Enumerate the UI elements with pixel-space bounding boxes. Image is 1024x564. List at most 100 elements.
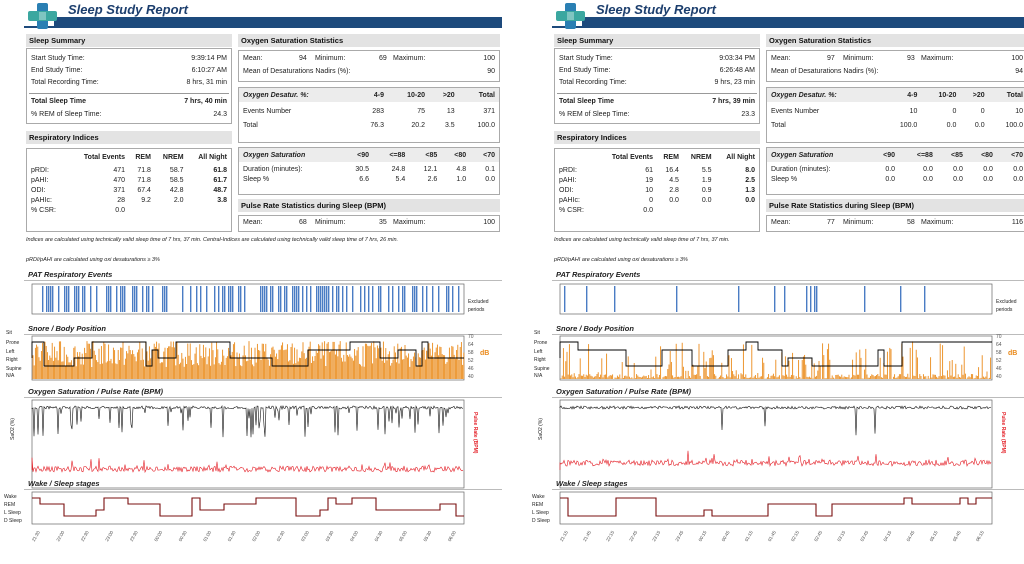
db-tick: 46: [468, 366, 474, 372]
pos-sit: Sit: [6, 330, 12, 336]
desaturation-box: Oxygen Desatur. %: 4-9 10-20 >20 Total E…: [766, 87, 1024, 143]
stage-deep: D Sleep: [4, 518, 22, 524]
pat-event-bar: [316, 286, 318, 312]
table-row: pRDI: 61 16.4 5.5 8.0: [557, 165, 757, 175]
cell: 71.8: [137, 166, 151, 174]
table-row: Sleep % 6.6 5.4 2.6 1.0 0.0: [241, 174, 497, 184]
saturation-box: Oxygen Saturation <90 <=88 <85 <80 <70 D…: [766, 147, 1024, 195]
oxygen-header: Oxygen Saturation Statistics: [766, 34, 1024, 47]
start-label: Start Study Time:: [559, 55, 613, 62]
pat-event-bar: [810, 286, 812, 312]
time-tick-label: 05:00: [398, 530, 408, 543]
pat-event-bar: [134, 286, 136, 312]
cell: 371: [483, 107, 495, 115]
recording-value: 8 hrs, 31 min: [186, 79, 227, 86]
min-label: Minimum:: [843, 55, 874, 62]
pat-event-bar: [132, 286, 134, 312]
pat-event-bar: [332, 286, 334, 312]
col-header: <85: [425, 151, 438, 159]
cell: 470: [113, 176, 126, 184]
pat-event-bar: [218, 286, 220, 312]
spo2-axis-label: SaO2 (%): [538, 418, 544, 440]
time-tick-label: 04:30: [373, 530, 383, 543]
sleep-summary-header: Sleep Summary: [554, 34, 760, 47]
pat-events-chart: [559, 283, 993, 315]
section-rule: [24, 334, 502, 335]
table-row: ODI: 371 67.4 42.8 48.7: [29, 185, 229, 195]
oxygen-pulse-chart: [31, 399, 465, 489]
resp-row-label: pAHI:: [559, 176, 577, 184]
time-tick-label: 01:00: [202, 530, 212, 543]
pulse-min-label: Minimum:: [843, 219, 874, 226]
cell: 30.5: [355, 165, 370, 173]
stage-light: L Sleep: [532, 510, 549, 516]
pat-event-bar: [262, 286, 264, 312]
recording-value: 9 hrs, 23 min: [714, 79, 755, 86]
cell: 0.1: [485, 165, 495, 173]
col-header: >20: [972, 91, 985, 99]
cell: 0.0: [1013, 175, 1023, 183]
table-row: Total 100.0 0.0 0.0 100.0: [769, 120, 1024, 130]
cell: 0.0: [923, 165, 933, 173]
cell: 16.4: [665, 166, 679, 174]
pat-event-bar: [404, 286, 406, 312]
cell: 2.5: [745, 176, 755, 184]
table-row: pAHI: 470 71.8 58.5 61.7: [29, 175, 229, 185]
nadirs-label: Mean of Desaturations Nadirs (%):: [771, 68, 879, 75]
col-header: REM: [135, 153, 151, 161]
pat-event-bar: [58, 286, 60, 312]
pat-event-bar: [296, 286, 298, 312]
respiratory-header: Respiratory Indices: [26, 131, 232, 144]
cell: 10: [909, 107, 918, 115]
sleep-study-report: Sleep Study Report Sleep Summary Start S…: [4, 0, 502, 564]
table-row: Duration (minutes): 30.5 24.8 12.1 4.8 0.1: [241, 164, 497, 174]
pat-event-bar: [240, 286, 242, 312]
snore-chart: [559, 335, 993, 381]
col-header: <90: [357, 151, 370, 159]
pat-event-bar: [784, 286, 786, 312]
pat-event-bar: [106, 286, 108, 312]
pat-event-bar: [614, 286, 616, 312]
col-header: <85: [951, 151, 963, 159]
time-tick-label: 23:45: [674, 530, 684, 543]
pulse-max-value: 116: [1011, 219, 1023, 226]
rem-pct-label: % REM of Sleep Time:: [31, 111, 102, 118]
pat-event-bar: [272, 286, 274, 312]
time-axis: 21:30 22:00 22:30 23:00 23:30 00:00 00:30 01:00…: [31, 530, 457, 543]
resp-row-label: % CSR:: [31, 206, 56, 214]
time-tick-label: 00:30: [178, 530, 188, 543]
indices-note: Indices are calculated using technically…: [554, 237, 730, 243]
pulse-mean-label: Mean:: [243, 219, 263, 226]
pulse-line: [31, 457, 464, 474]
cell: 0: [952, 107, 957, 115]
cell: 0.0: [885, 165, 896, 173]
pulse-min-label: Minimum:: [315, 219, 346, 226]
pos-supine: Supine: [534, 366, 550, 372]
stage-line: [560, 497, 992, 517]
stage-frame: [31, 491, 465, 525]
desaturation-table: Oxygen Desatur. %: 4-9 10-20 >20 Total E…: [769, 90, 1024, 130]
pat-event-bar: [90, 286, 92, 312]
col-header: REM: [663, 153, 679, 161]
mean-label: Mean:: [243, 55, 263, 62]
pos-prone: Prone: [534, 340, 548, 346]
time-tick-label: 03:00: [300, 530, 310, 543]
pat-event-bar: [84, 286, 86, 312]
divider: [29, 93, 229, 94]
cell: [127, 205, 153, 215]
cell: 8.0: [745, 166, 755, 174]
time-tick-label: 21:30: [31, 530, 41, 543]
time-tick-label: 22:30: [80, 530, 90, 543]
pat-event-bar: [452, 286, 454, 312]
stage-frame: [559, 491, 993, 525]
pos-right: Right: [6, 357, 18, 363]
col-header: >20: [442, 91, 455, 99]
end-value: 6:10:27 AM: [191, 67, 227, 74]
resp-row-label: pAHI:: [31, 176, 49, 184]
section-rule: [24, 280, 502, 281]
section-rule: [24, 397, 502, 398]
cell: 58.5: [169, 176, 184, 184]
cell: 42.8: [169, 186, 184, 194]
cell: 2.8: [669, 186, 679, 194]
time-tick-label: 03:45: [859, 530, 869, 543]
